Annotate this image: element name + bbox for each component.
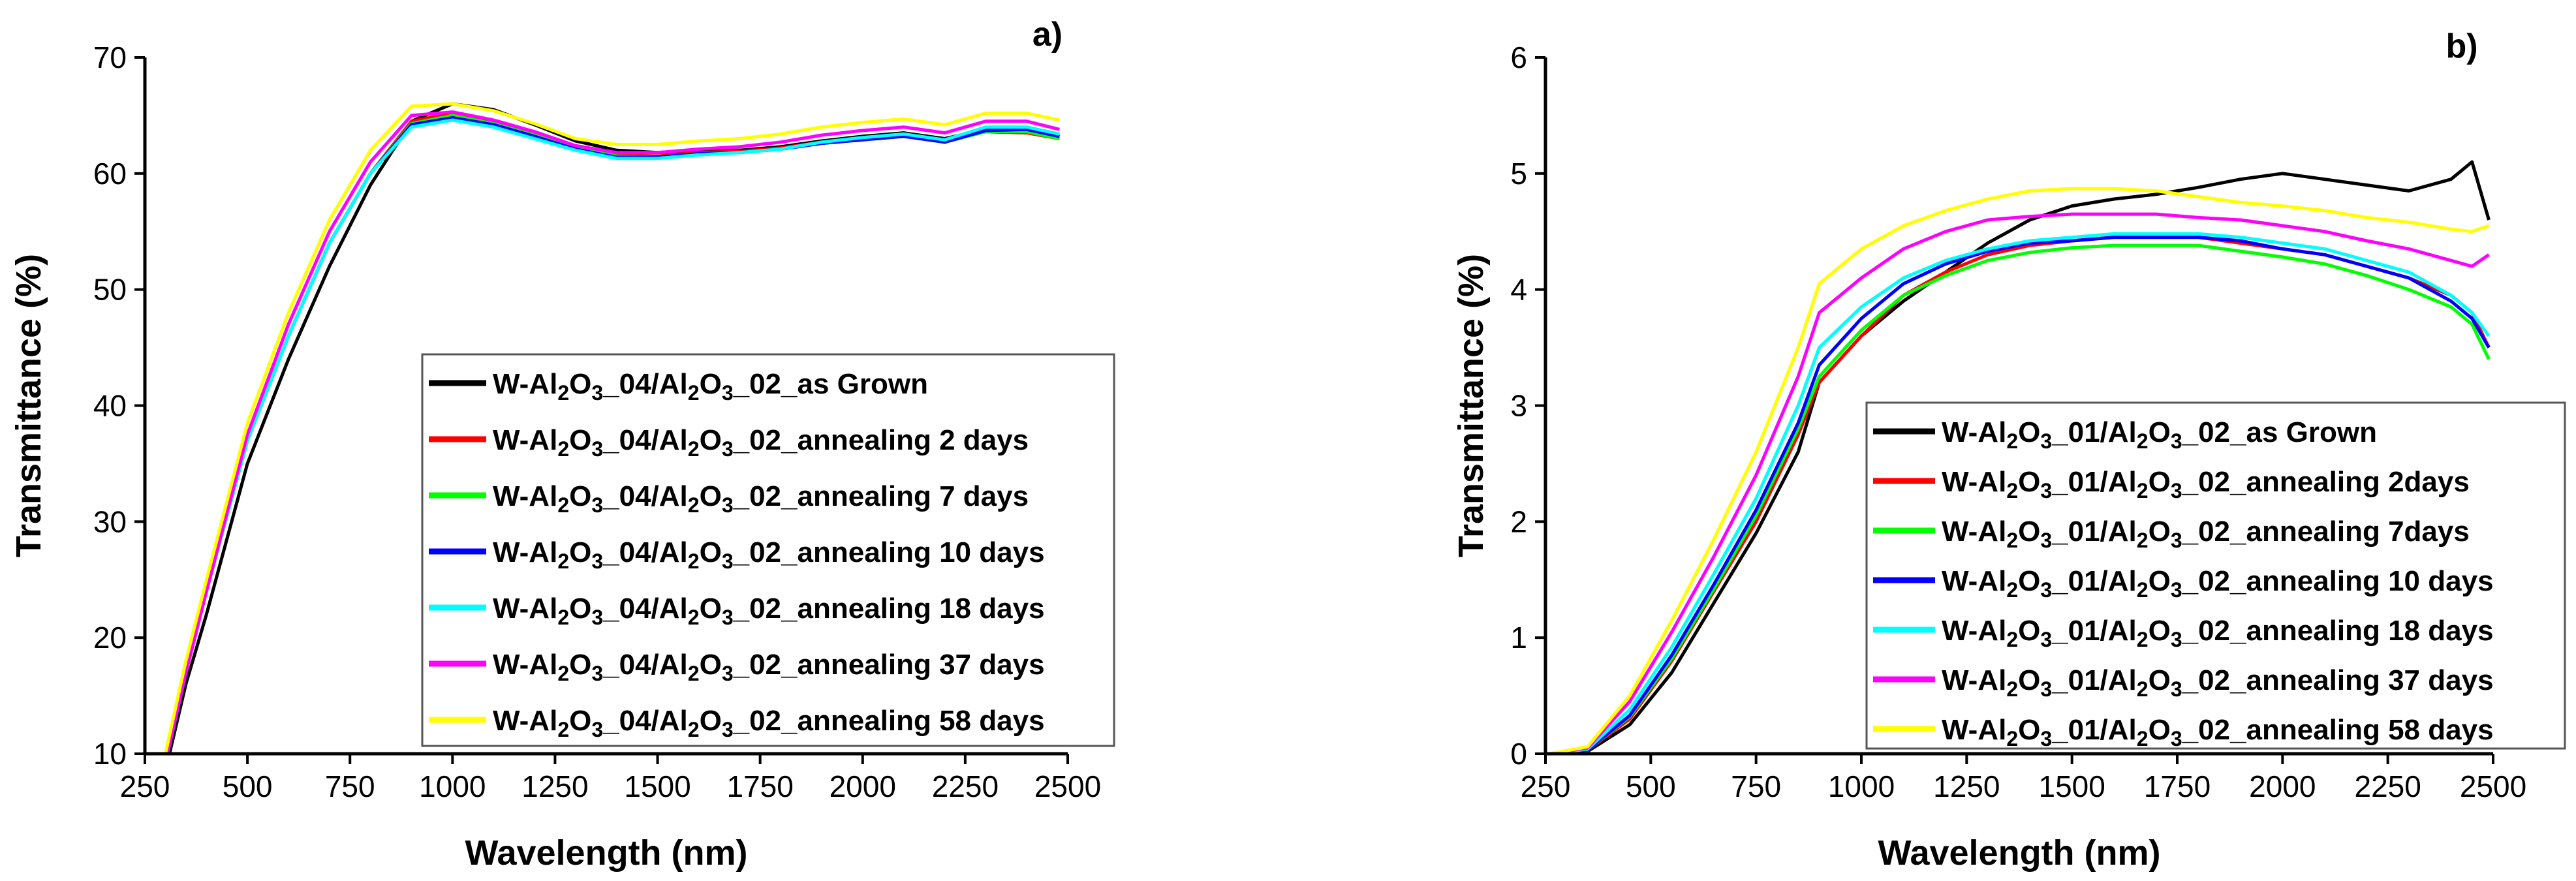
series-line-5 (166, 118, 1060, 754)
legend-label: W-Al2O3_04/Al2O3_02_as Grown (493, 368, 928, 405)
legend-label: W-Al2O3_04/Al2O3_02_annealing 7 days (493, 480, 1029, 517)
y-axis-title: Transmittance (%) (9, 254, 48, 557)
series-line-6 (1549, 212, 2490, 754)
x-axis-title: Wavelength (nm) (465, 833, 747, 873)
x-tick-label: 2250 (932, 769, 999, 803)
x-tick-label: 750 (325, 769, 375, 803)
y-tick-label: 10 (93, 737, 127, 771)
x-tick-label: 2000 (2249, 769, 2316, 803)
chart-panel-b: 250 500 750 1000 1250 1500 1750 2000 2250 2500 0 1 2… (1451, 27, 2566, 873)
x-tick-label: 500 (223, 769, 273, 803)
legend-label: W-Al2O3_04/Al2O3_02_annealing 18 days (493, 593, 1045, 629)
legend-box (421, 353, 1115, 747)
legend: W-Al2O3_04/Al2O3_02_as Grown W-Al2O3_04/A… (421, 353, 1115, 747)
x-tick-label: 1250 (521, 769, 588, 803)
chart-panel-a: 250 500 750 1000 1250 1500 1750 2000 2250 2500 10 2… (9, 16, 1115, 873)
x-tick-label: 250 (1521, 769, 1571, 803)
y-tick-label: 20 (93, 621, 127, 655)
x-tick-label: 2000 (830, 769, 896, 803)
x-tick-label: 250 (120, 769, 170, 803)
x-tick-label: 750 (1731, 769, 1781, 803)
x-tick-label: 1750 (2144, 769, 2211, 803)
y-axis-title: Transmittance (%) (1451, 254, 1491, 557)
series-line-5 (1549, 232, 2491, 754)
x-tick-label: 2500 (1034, 769, 1101, 803)
legend-label: W-Al2O3_01/Al2O3_02_annealing 10 days (1942, 565, 2494, 602)
x-tick-label: 2500 (2460, 769, 2526, 803)
legend: W-Al2O3_01/Al2O3_02_as Grown W-Al2O3_01/A… (1865, 401, 2566, 750)
legend-label: W-Al2O3_01/Al2O3_02_annealing 58 days (1942, 714, 2494, 750)
series-line-6 (166, 110, 1061, 754)
x-tick-label: 500 (1626, 769, 1676, 803)
legend-label: W-Al2O3_01/Al2O3_02_as Grown (1942, 416, 2377, 453)
y-tick-label: 40 (93, 389, 127, 423)
x-tick-label: 1500 (2038, 769, 2105, 803)
series-line-3 (1549, 243, 2491, 754)
legend-label: W-Al2O3_01/Al2O3_02_annealing 2days (1942, 466, 2470, 502)
series-line-7 (163, 102, 1060, 754)
series-line-1 (1549, 160, 2491, 754)
legend-label: W-Al2O3_04/Al2O3_02_annealing 58 days (493, 705, 1045, 741)
x-tick-label: 2250 (2354, 769, 2421, 803)
y-tick-label: 2 (1510, 504, 1527, 538)
y-tick-label: 6 (1510, 40, 1527, 74)
y-tick-label: 70 (93, 40, 127, 74)
y-tick-label: 30 (93, 504, 127, 538)
y-tick-label: 3 (1510, 389, 1527, 423)
panel-label: b) (2445, 27, 2477, 65)
x-tick-label: 1500 (624, 769, 691, 803)
legend-label: W-Al2O3_01/Al2O3_02_annealing 37 days (1942, 664, 2494, 701)
series-line-4 (1549, 236, 2491, 754)
legend-label: W-Al2O3_04/Al2O3_02_annealing 10 days (493, 536, 1045, 573)
legend-box (1865, 401, 2566, 750)
y-tick-label: 4 (1510, 273, 1527, 307)
y-tick-label: 60 (93, 157, 127, 191)
legend-label: W-Al2O3_01/Al2O3_02_annealing 7days (1942, 516, 2470, 552)
y-tick-label: 1 (1510, 621, 1527, 655)
y-tick-label: 5 (1510, 157, 1527, 191)
x-axis-title: Wavelength (nm) (1878, 833, 2160, 873)
x-tick-label: 1750 (726, 769, 793, 803)
panel-label: a) (1032, 16, 1063, 54)
y-tick-label: 0 (1510, 737, 1527, 771)
x-tick-label: 1000 (1828, 769, 1895, 803)
series-line-7 (1549, 187, 2490, 754)
y-tick-label: 50 (93, 273, 127, 307)
legend-label: W-Al2O3_04/Al2O3_02_annealing 2 days (493, 424, 1029, 461)
x-tick-label: 1000 (419, 769, 486, 803)
legend-label: W-Al2O3_01/Al2O3_02_annealing 18 days (1942, 615, 2494, 651)
legend-label: W-Al2O3_04/Al2O3_02_annealing 37 days (493, 649, 1045, 685)
x-tick-label: 1250 (1933, 769, 2000, 803)
